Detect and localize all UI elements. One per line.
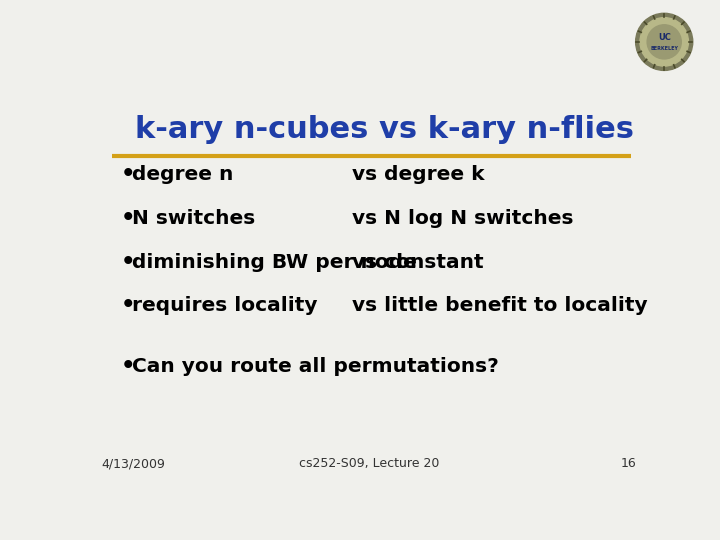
Text: vs degree k: vs degree k bbox=[352, 165, 485, 185]
Text: •: • bbox=[121, 355, 135, 378]
Text: degree n: degree n bbox=[132, 165, 233, 185]
Text: •: • bbox=[121, 207, 135, 230]
Circle shape bbox=[640, 18, 688, 66]
Text: Can you route all permutations?: Can you route all permutations? bbox=[132, 357, 498, 376]
Text: BERKELEY: BERKELEY bbox=[650, 45, 678, 51]
Circle shape bbox=[636, 14, 693, 70]
Text: diminishing BW per node: diminishing BW per node bbox=[132, 253, 417, 272]
Text: 4/13/2009: 4/13/2009 bbox=[101, 457, 165, 470]
Text: k-ary n-cubes vs k-ary n-flies: k-ary n-cubes vs k-ary n-flies bbox=[135, 114, 634, 144]
Text: vs constant: vs constant bbox=[352, 253, 484, 272]
Text: requires locality: requires locality bbox=[132, 296, 318, 315]
Text: vs N log N switches: vs N log N switches bbox=[352, 209, 574, 228]
Text: •: • bbox=[121, 251, 135, 274]
Text: N switches: N switches bbox=[132, 209, 255, 228]
Circle shape bbox=[647, 25, 681, 59]
Text: vs little benefit to locality: vs little benefit to locality bbox=[352, 296, 648, 315]
Text: •: • bbox=[121, 294, 135, 318]
Text: •: • bbox=[121, 164, 135, 186]
Text: 16: 16 bbox=[621, 457, 637, 470]
Text: cs252-S09, Lecture 20: cs252-S09, Lecture 20 bbox=[299, 457, 439, 470]
Text: UC: UC bbox=[658, 33, 670, 42]
